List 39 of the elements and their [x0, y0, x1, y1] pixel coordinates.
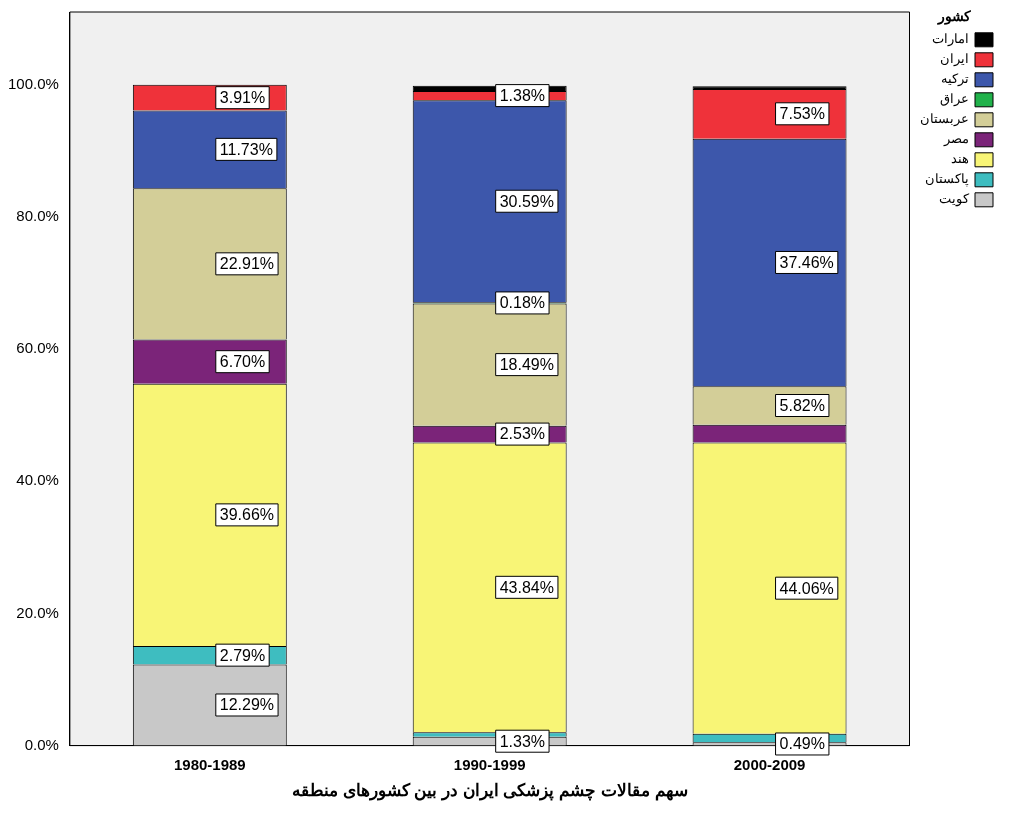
data-label: 1.33% [499, 732, 546, 750]
y-tick-label: 20.0% [16, 603, 59, 621]
x-tick-label: 2000-2009 [733, 755, 806, 773]
data-label: 44.06% [779, 579, 834, 597]
legend-label: ایران [939, 51, 969, 68]
legend-label: هند [950, 151, 969, 167]
data-label: 0.49% [779, 735, 825, 753]
x-tick-label: 1990-1999 [453, 755, 526, 773]
data-label: 43.84% [499, 578, 554, 596]
legend-label: عربستان [919, 111, 969, 128]
legend-label: کویت [938, 191, 970, 208]
legend-label: ترکیه [940, 71, 969, 88]
x-axis-title: سهم مقالات چشم پزشکی ایران در بین کشورهای منطقه [291, 781, 688, 802]
data-label: 22.91% [219, 255, 275, 273]
legend-label: عراق [939, 91, 969, 108]
data-label: 39.66% [219, 506, 275, 524]
data-label: 2.53% [499, 425, 546, 443]
y-tick-label: 0.0% [24, 735, 59, 753]
data-label: 1.38% [499, 87, 546, 105]
y-tick-label: 40.0% [16, 471, 59, 489]
data-label: 7.53% [779, 105, 825, 123]
data-label: 6.70% [219, 353, 266, 371]
data-label: 5.82% [779, 396, 825, 414]
data-label: 0.18% [499, 294, 546, 312]
data-label: 3.91% [219, 89, 266, 107]
y-tick-label: 60.0% [16, 339, 59, 357]
y-tick-label: 80.0% [16, 207, 59, 225]
y-tick-label: 100.0% [8, 74, 59, 92]
data-label: 18.49% [499, 356, 554, 374]
data-label: 2.79% [219, 646, 266, 664]
legend-title: کشور [936, 7, 971, 25]
data-label: 11.73% [219, 140, 273, 158]
data-label: 37.46% [779, 253, 834, 271]
data-label: 30.59% [499, 192, 554, 210]
x-tick-label: 1980-1989 [173, 755, 246, 773]
legend-label: مصر [942, 131, 969, 148]
legend-label: امارات [931, 31, 969, 48]
data-label: 12.29% [219, 696, 275, 714]
legend-label: پاکستان [924, 171, 969, 188]
